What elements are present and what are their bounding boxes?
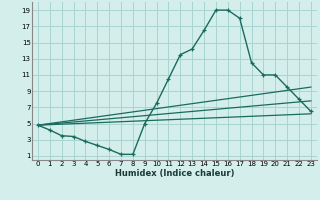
X-axis label: Humidex (Indice chaleur): Humidex (Indice chaleur) [115, 169, 234, 178]
